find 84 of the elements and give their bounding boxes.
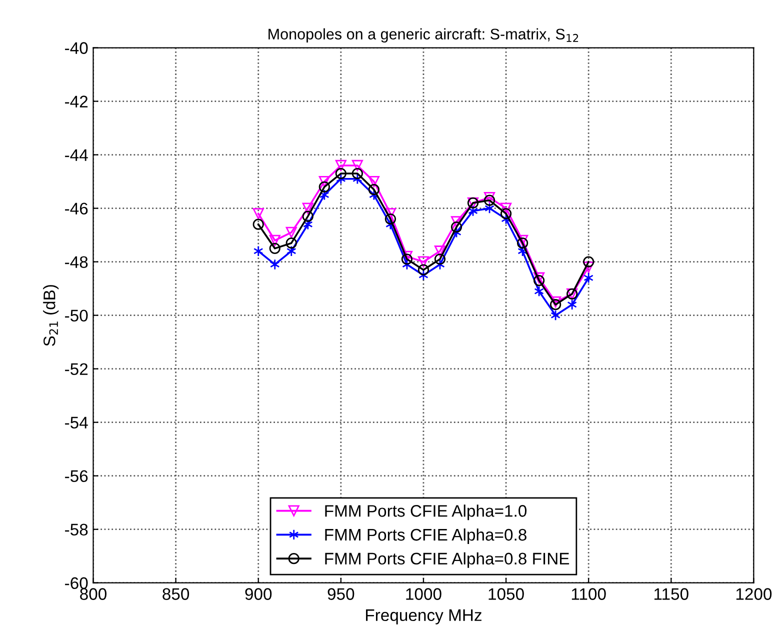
point [318, 176, 330, 188]
x-axis-title: Frequency MHz [366, 609, 482, 624]
y-axis-title: S$_{21}$ (dB) [43, 285, 59, 346]
point [500, 202, 512, 214]
point [516, 234, 528, 246]
point [352, 173, 362, 184]
point [368, 176, 380, 188]
point [434, 246, 446, 257]
point [253, 246, 264, 257]
point [434, 254, 446, 265]
point [286, 226, 297, 238]
x-tick-label: 850 [162, 588, 190, 600]
x-tick-label: 900 [245, 588, 272, 600]
point [401, 250, 413, 262]
point [418, 264, 430, 276]
point [583, 262, 594, 273]
point [550, 296, 562, 308]
y-tick-label: -46 [65, 202, 88, 214]
point [335, 168, 346, 180]
x-tick-label: 1050 [488, 588, 524, 600]
point [501, 213, 511, 225]
point [450, 221, 462, 233]
y-tick-label: -40 [65, 42, 88, 54]
point [252, 208, 264, 220]
point [583, 256, 594, 268]
point [534, 286, 544, 297]
point [484, 202, 494, 214]
point [335, 160, 346, 172]
point [550, 299, 562, 310]
point [484, 194, 496, 206]
point [468, 205, 478, 217]
y-tick-label: -42 [65, 96, 88, 108]
point [352, 168, 363, 180]
point [418, 270, 428, 281]
point [269, 234, 280, 246]
point [402, 258, 412, 270]
point [319, 189, 330, 200]
point [269, 242, 280, 254]
point [384, 208, 396, 220]
x-tick-label: 1200 [736, 588, 772, 600]
legend-label: FMM Ports CFIE Alpha=1.0 [325, 504, 527, 520]
point [286, 246, 296, 257]
point [518, 246, 528, 257]
y-tick-label: -60 [65, 577, 88, 590]
point [286, 238, 297, 249]
point [302, 202, 314, 214]
point [435, 258, 445, 270]
point [352, 160, 363, 172]
y-tick-label: -48 [65, 256, 88, 268]
point [584, 272, 594, 284]
legend-label: FMM Ports CFIE Alpha=0.8 [325, 528, 526, 544]
point [418, 256, 430, 268]
x-tick-label: 1150 [654, 588, 688, 600]
point [318, 181, 330, 192]
legend-label: FMM Ports CFIE Alpha=0.8 FINE [325, 552, 570, 568]
point [450, 216, 462, 228]
y-tick-label: -54 [65, 416, 88, 429]
point [369, 189, 379, 200]
point [567, 299, 577, 310]
point [516, 238, 528, 249]
y-tick-label: -56 [65, 470, 88, 482]
y-tick-label: -50 [65, 310, 88, 322]
y-tick-label: -44 [65, 149, 88, 161]
point [401, 254, 413, 265]
point [533, 272, 545, 284]
point [550, 310, 560, 321]
point [302, 218, 313, 230]
point [336, 173, 346, 184]
point [302, 210, 314, 222]
point [270, 258, 280, 270]
point [252, 218, 264, 230]
x-tick-label: 1100 [572, 588, 606, 600]
point [484, 192, 496, 204]
y-tick-label: -52 [65, 363, 88, 376]
x-tick-label: 950 [328, 588, 354, 600]
point [386, 218, 396, 230]
point [368, 184, 380, 196]
x-tick-label: 800 [80, 588, 106, 600]
point [533, 274, 545, 286]
x-tick-label: 1000 [406, 588, 442, 600]
point [500, 208, 512, 220]
point [384, 213, 396, 225]
y-tick-label: -58 [65, 524, 88, 536]
chart-title: Monopoles on a generic aircraft: S-matrix, S$_{12}$ [268, 28, 578, 43]
